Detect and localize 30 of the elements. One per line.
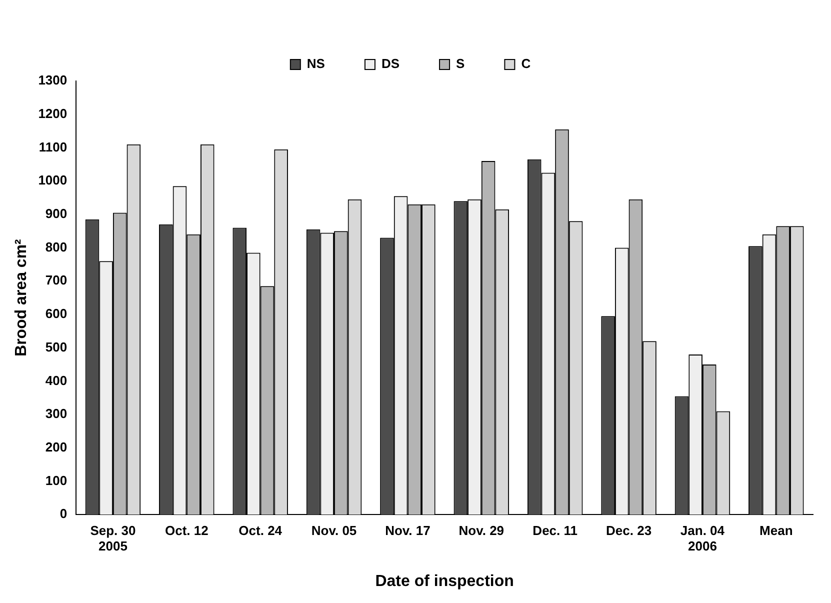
y-tick-label: 1100 xyxy=(38,139,68,154)
x-tick-label: Oct. 12 xyxy=(164,522,208,538)
y-tick-label: 0 xyxy=(60,506,68,522)
legend-label: C xyxy=(521,56,532,72)
x-tick-label: Oct. 24 xyxy=(238,522,283,538)
y-axis-title: Brood area cm² xyxy=(13,239,30,356)
x-tick-label: Jan. 04 2006 xyxy=(680,522,726,554)
x-tick-label: Dec. 23 xyxy=(606,522,652,538)
y-tick-label: 1000 xyxy=(38,172,68,188)
y-tick-label: 500 xyxy=(45,339,68,354)
y-tick-label: 900 xyxy=(45,206,68,221)
x-tick-label: Nov. 05 xyxy=(311,522,357,538)
x-tick-label: Mean xyxy=(760,522,793,538)
y-tick-label: 1200 xyxy=(38,106,68,121)
y-tick-label: 100 xyxy=(45,472,68,488)
y-tick-label: 700 xyxy=(45,272,68,288)
legend-label: S xyxy=(456,56,466,72)
legend-label: DS xyxy=(381,56,400,72)
y-tick-label: 400 xyxy=(45,372,68,388)
x-tick-label: Dec. 11 xyxy=(532,522,578,538)
x-tick-label: Nov. 17 xyxy=(385,522,430,538)
x-axis-title: Date of inspection xyxy=(375,572,514,590)
y-tick-label: 800 xyxy=(45,239,68,254)
y-tick-label: 300 xyxy=(45,406,68,422)
x-tick-label: Sep. 30 2005 xyxy=(90,522,136,554)
y-tick-label: 1300 xyxy=(38,72,68,88)
y-tick-label: 600 xyxy=(45,306,68,322)
y-tick-label: 200 xyxy=(45,439,68,454)
x-tick-label: Nov. 29 xyxy=(458,522,504,538)
legend-label: NS xyxy=(306,56,326,72)
